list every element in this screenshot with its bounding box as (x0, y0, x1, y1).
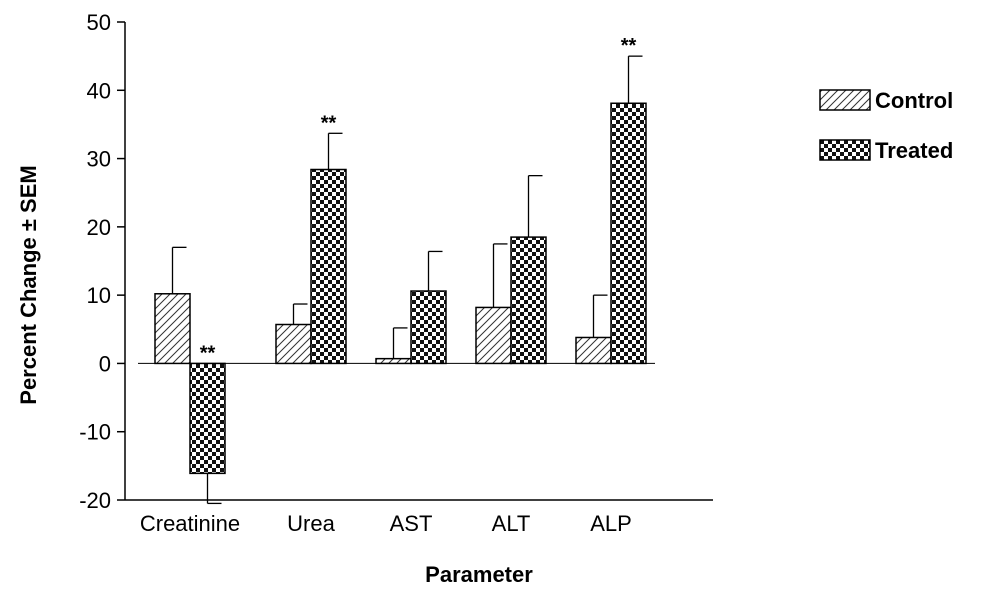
bar-treated (510, 236, 547, 365)
y-tick-label: -20 (79, 488, 111, 513)
y-tick-label: -10 (79, 420, 111, 445)
bar-treated (610, 102, 647, 365)
y-axis-title: Percent Change ± SEM (16, 165, 41, 404)
y-tick-label: 20 (87, 215, 111, 240)
legend-label-control: Control (875, 88, 953, 113)
legend-swatch-treated (819, 139, 871, 161)
x-category-label: AST (390, 511, 433, 536)
bar-treated (310, 168, 347, 365)
significance-label: ** (621, 35, 637, 57)
x-category-label: ALP (590, 511, 632, 536)
y-tick-label: 0 (99, 351, 111, 376)
x-category-label: Creatinine (140, 511, 240, 536)
legend-label-treated: Treated (875, 138, 953, 163)
bar-treated (189, 362, 226, 475)
bar-control (154, 293, 191, 365)
bar-treated (410, 290, 447, 365)
significance-label: ** (321, 112, 337, 134)
x-axis-title: Parameter (425, 562, 533, 587)
bar-control (575, 336, 612, 365)
significance-label: ** (200, 342, 216, 364)
y-tick-label: 30 (87, 147, 111, 172)
x-category-label: ALT (492, 511, 531, 536)
legend-swatch-control (819, 89, 871, 111)
y-tick-label: 50 (87, 10, 111, 35)
x-category-label: Urea (287, 511, 335, 536)
bar-control (475, 306, 512, 365)
y-tick-label: 40 (87, 78, 111, 103)
bar-control (275, 323, 312, 365)
bar-control (375, 357, 412, 365)
y-tick-label: 10 (87, 283, 111, 308)
